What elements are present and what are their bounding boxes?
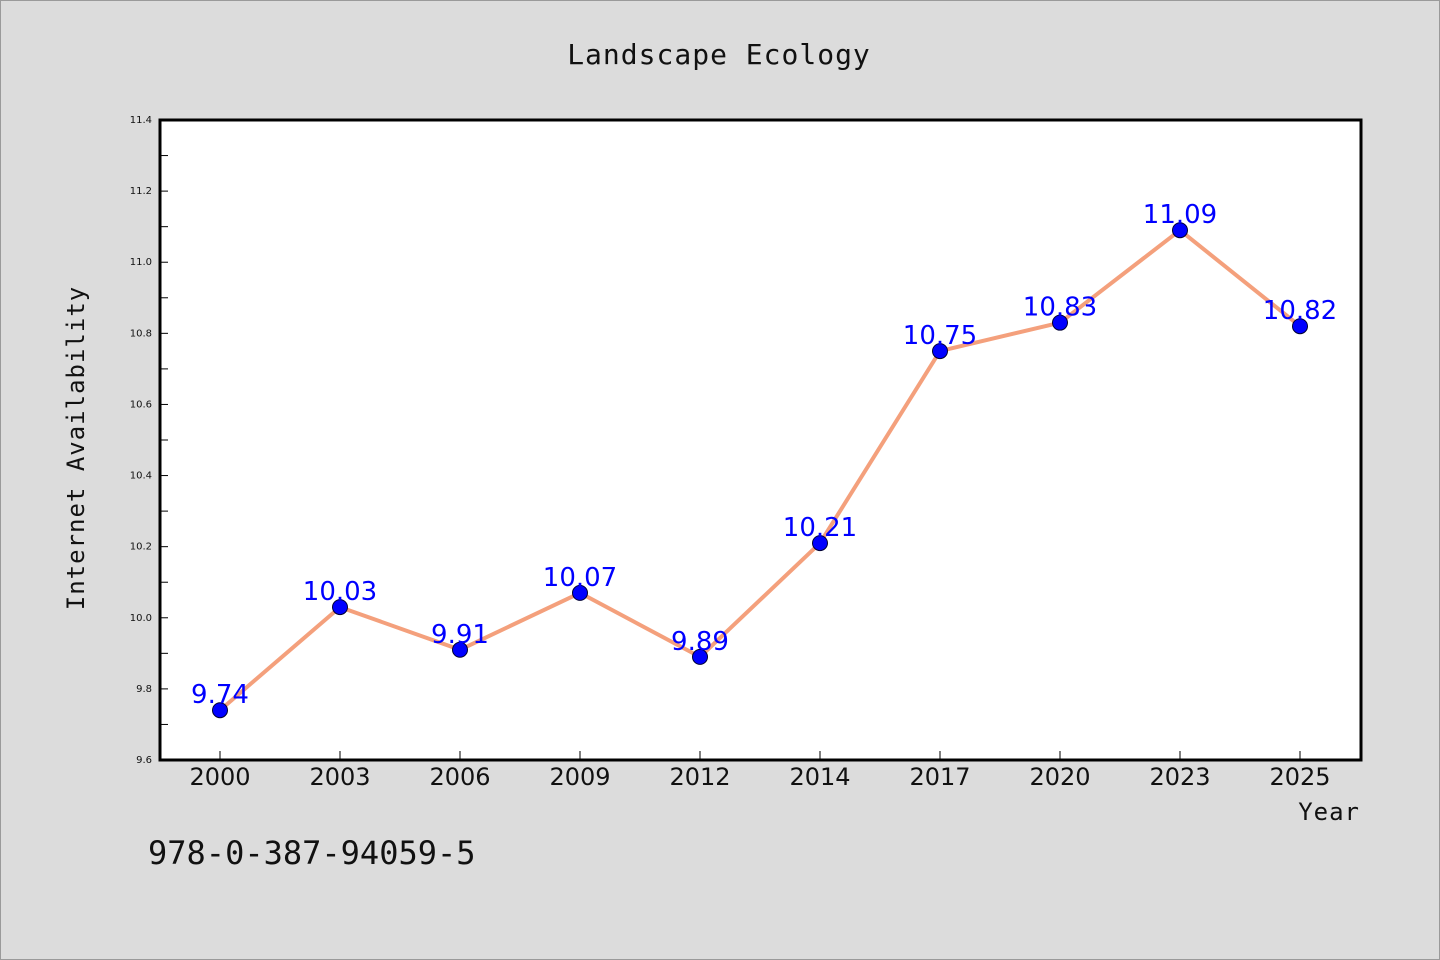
data-label: 9.89: [671, 627, 729, 657]
chart-title: Landscape Ecology: [567, 38, 871, 71]
x-tick-label: 2012: [669, 763, 730, 791]
y-tick-label: 11.4: [130, 115, 152, 126]
y-axis: 9.6 9.8 10.0 10.2 10.4 10.6 10.8 11.0 11.2 11.4: [130, 115, 168, 766]
isbn-text: 978-0-387-94059-5: [148, 834, 476, 872]
data-label: 9.74: [191, 680, 249, 710]
series-line-group: [212, 222, 1308, 719]
data-label: 10.75: [903, 321, 977, 351]
data-label: 9.91: [431, 620, 489, 650]
plot-area: [158, 118, 1363, 762]
x-tick-label: 2014: [789, 763, 850, 791]
y-tick-label: 10.2: [130, 542, 152, 553]
data-point: [692, 648, 708, 665]
y-tick-label: 10.0: [130, 613, 152, 624]
y-tick-label: 11.0: [130, 257, 152, 268]
data-label: 10.21: [783, 513, 857, 543]
x-tick-label: 2025: [1269, 763, 1330, 791]
y-tick-label: 9.8: [136, 684, 152, 695]
data-point: [572, 584, 588, 601]
data-point: [1292, 318, 1308, 335]
series-line: [218, 228, 1302, 712]
x-tick-label: 2006: [429, 763, 490, 791]
data-label: 11.09: [1143, 200, 1217, 230]
data-label: 10.03: [303, 577, 377, 607]
x-tick-label: 2009: [549, 763, 610, 791]
data-point: [1172, 222, 1188, 239]
x-tick-label: 2020: [1029, 763, 1090, 791]
data-point: [452, 641, 468, 658]
x-axis: 2000 2003 2006 2009 2012 2014 2017 2020 2023 2025: [189, 751, 1331, 791]
y-tick-label: 9.6: [136, 755, 152, 766]
y-axis-label: Internet Availability: [62, 286, 90, 610]
x-tick-label: 2000: [189, 763, 250, 791]
data-label: 10.82: [1263, 296, 1337, 326]
data-point: [1052, 314, 1068, 331]
x-tick-label: 2003: [309, 763, 370, 791]
data-label: 10.83: [1023, 293, 1097, 323]
y-tick-label: 11.2: [130, 186, 152, 197]
x-tick-label: 2017: [909, 763, 970, 791]
data-point: [212, 702, 228, 719]
y-tick-label: 10.8: [130, 328, 152, 339]
data-point: [812, 535, 828, 552]
data-point: [332, 599, 348, 616]
x-axis-label: Year: [1298, 798, 1360, 826]
y-tick-label: 10.6: [130, 399, 152, 410]
data-point: [932, 343, 948, 360]
x-tick-label: 2023: [1149, 763, 1210, 791]
data-label: 10.07: [543, 563, 617, 593]
data-label-group: 9.74 10.03 9.91 10.07 9.89 10.21 10.75 10.83 11.…: [191, 200, 1337, 710]
y-tick-label: 10.4: [130, 471, 152, 482]
